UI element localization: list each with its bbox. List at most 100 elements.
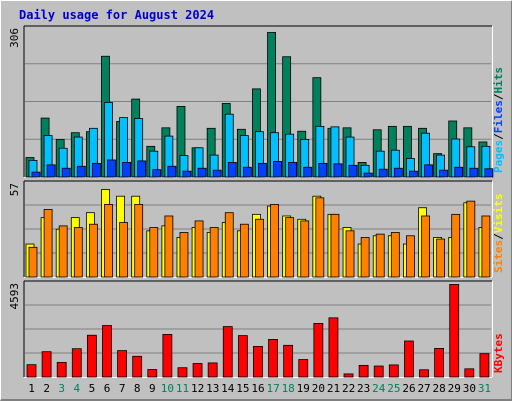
day-label-2: 2 [43, 382, 50, 395]
bar-kbytes-day-27 [419, 369, 429, 378]
bar-pages-day-8 [137, 160, 147, 178]
bar-sites-day-27 [421, 215, 430, 278]
bar-pages-day-1 [31, 171, 41, 178]
bar-sites-day-14 [224, 212, 234, 278]
day-label-11: 11 [176, 382, 189, 395]
bar-pages-day-5 [91, 162, 101, 178]
bar-pages-day-24 [378, 168, 388, 178]
bar-pages-day-9 [152, 169, 162, 178]
bar-sites-day-24 [375, 233, 385, 278]
day-label-3: 3 [58, 382, 65, 395]
bar-kbytes-day-13 [207, 362, 218, 378]
bar-sites-day-21 [330, 213, 340, 278]
day-label-22: 22 [342, 382, 355, 395]
bar-kbytes-day-10 [162, 334, 173, 378]
bar-kbytes-day-2 [41, 351, 52, 378]
panel-kbytes-legend: KBytes [492, 333, 505, 373]
bar-pages-day-13 [212, 169, 222, 178]
bar-kbytes-day-28 [434, 347, 445, 378]
bar-kbytes-day-17 [268, 339, 278, 378]
panel-hits-files-pages-legend: Pages/Files/Hits [492, 67, 505, 173]
day-label-6: 6 [104, 382, 111, 395]
bar-sites-day-7 [119, 222, 128, 278]
bar-pages-day-12 [197, 167, 207, 178]
bar-sites-day-31 [481, 215, 491, 278]
day-label-30: 30 [463, 382, 476, 395]
bar-sites-day-23 [360, 237, 370, 278]
bar-kbytes-day-1 [26, 364, 37, 378]
bar-pages-day-18 [288, 161, 298, 178]
bar-kbytes-day-29 [449, 284, 460, 378]
bar-pages-day-16 [258, 162, 267, 178]
legend-label-segment: Sites [492, 240, 505, 273]
bar-pages-day-19 [303, 166, 313, 178]
bar-sites-day-15 [239, 223, 249, 278]
day-label-10: 10 [161, 382, 174, 395]
bar-sites-day-10 [164, 215, 174, 278]
bar-sites-day-1 [28, 246, 38, 278]
bar-kbytes-day-12 [192, 363, 203, 378]
bar-pages-day-21 [333, 163, 343, 178]
day-label-20: 20 [312, 382, 325, 395]
day-label-31: 31 [478, 382, 491, 395]
day-label-26: 26 [402, 382, 415, 395]
bar-sites-day-30 [466, 200, 476, 278]
bar-sites-day-16 [255, 218, 264, 278]
legend-label-segment: Visits [492, 194, 505, 234]
bar-pages-day-27 [424, 164, 433, 178]
day-label-7: 7 [119, 382, 126, 395]
bar-kbytes-day-24 [373, 365, 384, 378]
bar-pages-day-6 [107, 159, 116, 178]
bar-sites-day-8 [134, 204, 144, 278]
bar-pages-day-7 [122, 161, 131, 178]
bar-pages-day-22 [348, 164, 358, 178]
bar-kbytes-day-26 [404, 340, 414, 378]
day-label-17: 17 [266, 382, 279, 395]
bar-kbytes-day-9 [147, 369, 158, 378]
bar-pages-day-2 [46, 164, 56, 178]
bar-kbytes-day-31 [479, 353, 490, 378]
day-label-29: 29 [448, 382, 461, 395]
bar-kbytes-day-4 [71, 348, 82, 378]
day-label-19: 19 [297, 382, 310, 395]
day-label-24: 24 [372, 382, 386, 395]
bar-sites-day-25 [390, 232, 400, 278]
bar-kbytes-day-20 [313, 322, 324, 378]
bar-kbytes-day-22 [343, 373, 354, 378]
bar-pages-day-20 [318, 162, 328, 178]
panel-hits-files-pages-ymax-label: 306 [8, 28, 21, 48]
bar-kbytes-day-5 [86, 334, 97, 378]
bar-sites-day-13 [209, 227, 219, 278]
bar-pages-day-26 [409, 170, 418, 178]
bar-sites-day-11 [179, 232, 189, 278]
day-label-5: 5 [89, 382, 96, 395]
bar-pages-day-10 [167, 165, 177, 178]
bar-pages-day-23 [363, 172, 373, 178]
legend-label-segment: KBytes [492, 333, 505, 373]
day-label-12: 12 [191, 382, 204, 395]
day-label-8: 8 [134, 382, 141, 395]
day-label-1: 1 [28, 382, 35, 395]
bar-pages-day-4 [76, 165, 86, 178]
bar-sites-day-26 [406, 235, 415, 278]
bar-pages-day-30 [469, 167, 479, 178]
panel-kbytes-ymax-label: 4593 [8, 283, 21, 310]
legend-label-segment: / [492, 133, 505, 140]
bar-sites-day-2 [43, 208, 53, 278]
bar-pages-day-15 [242, 166, 252, 178]
chart-title: Daily usage for August 2024 [19, 8, 214, 22]
bar-sites-day-3 [58, 225, 68, 278]
bar-kbytes-day-6 [102, 325, 112, 378]
legend-label-segment: / [492, 93, 505, 100]
bar-kbytes-day-11 [177, 367, 188, 378]
legend-label-segment: Hits [492, 67, 505, 94]
day-label-28: 28 [433, 382, 446, 395]
bar-sites-day-20 [315, 197, 325, 278]
bar-kbytes-day-19 [298, 359, 309, 378]
bar-pages-day-11 [182, 170, 192, 178]
day-label-25: 25 [387, 382, 400, 395]
bar-kbytes-day-21 [328, 317, 339, 378]
bar-pages-day-31 [484, 168, 494, 178]
bar-kbytes-day-7 [117, 350, 127, 378]
